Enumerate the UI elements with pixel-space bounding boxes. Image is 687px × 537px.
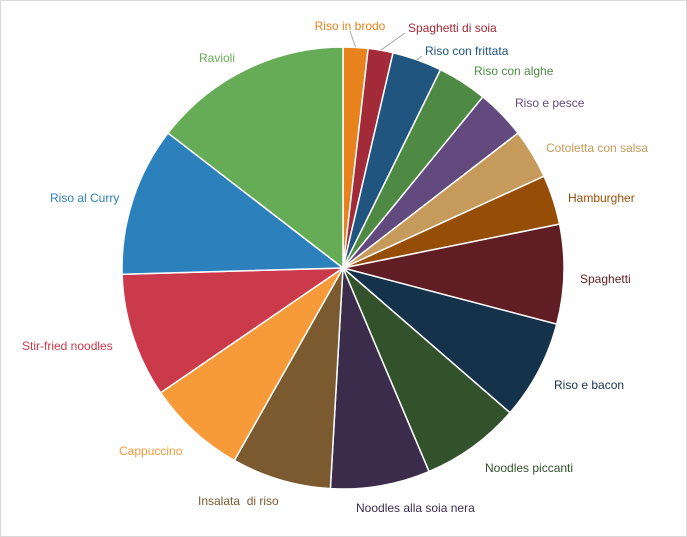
pie-slice-ravioli	[166, 46, 344, 270]
slice-label-ravioli: Ravioli	[199, 51, 235, 65]
slice-label-hamburgher: Hamburgher	[568, 191, 635, 205]
slice-label-spaghetti: Spaghetti	[580, 272, 631, 286]
slice-label-noodles-piccanti: Noodles piccanti	[485, 461, 573, 475]
slice-label-riso-e-pesce: Riso e pesce	[515, 96, 585, 110]
slice-label-cappuccino: Cappuccino	[119, 444, 183, 458]
slice-label-stir-fried-noodles: Stir-fried noodles	[22, 339, 113, 353]
pie-slice-noodles-alla-soia-nera	[329, 267, 431, 490]
pie-slice-insalata-di-riso	[233, 267, 344, 490]
pie-slice-stir-fried-noodles	[121, 267, 346, 394]
pie-slice-riso-al-curry	[121, 131, 346, 276]
slice-label-insalata-di-riso: Insalata di riso	[198, 494, 279, 508]
pie-slice-spaghetti	[342, 223, 565, 326]
slice-label-cotoletta-con-salsa: Cotoletta con salsa	[546, 141, 648, 155]
slice-label-riso-con-alghe: Riso con alghe	[474, 64, 554, 78]
pie-slice-noodles-piccanti	[342, 267, 512, 473]
pie-slice-riso-e-bacon	[342, 267, 558, 414]
leader-line-riso-con-frittata	[416, 55, 423, 61]
leader-line-spaghetti-di-soia	[380, 32, 406, 51]
pie-slice-cappuccino	[159, 267, 344, 462]
slice-label-riso-al-curry: Riso al Curry	[50, 191, 119, 205]
slice-label-riso-con-frittata: Riso con frittata	[425, 44, 509, 58]
leader-line-riso-in-brodo	[349, 30, 357, 48]
slice-label-noodles-alla-soia-nera: Noodles alla soia nera	[356, 501, 475, 515]
slice-label-riso-e-bacon: Riso e bacon	[554, 378, 624, 392]
slice-label-riso-in-brodo: Riso in brodo	[315, 19, 386, 33]
slice-label-spaghetti-di-soia: Spaghetti di soia	[408, 21, 497, 35]
